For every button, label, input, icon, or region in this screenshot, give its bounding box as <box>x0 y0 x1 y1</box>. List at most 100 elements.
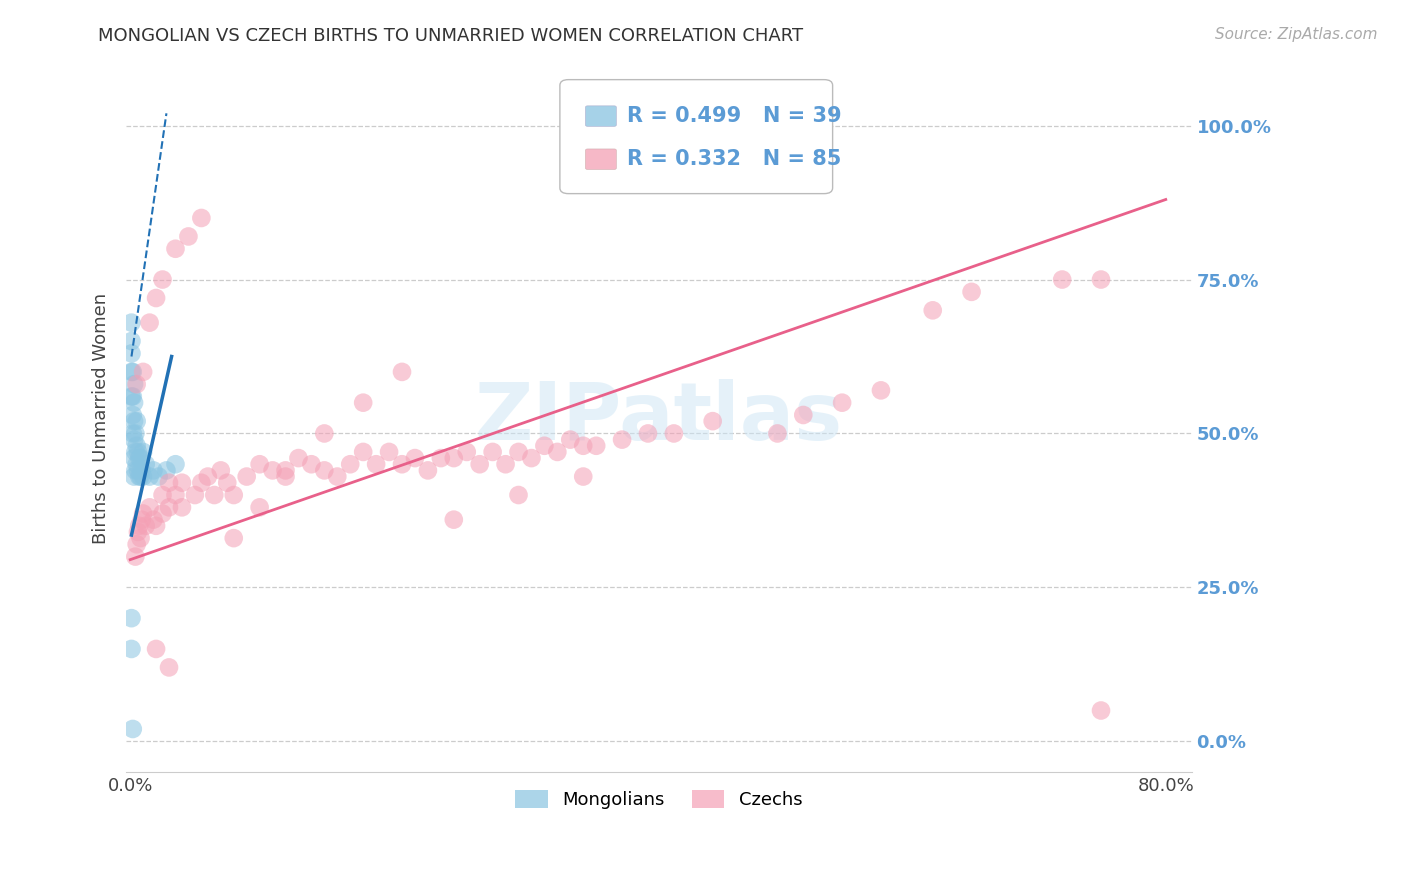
Point <box>1090 272 1112 286</box>
Point <box>177 229 200 244</box>
Text: ZIPatlas: ZIPatlas <box>475 379 844 457</box>
Point <box>127 463 149 477</box>
Point <box>127 524 149 539</box>
Point <box>190 475 212 490</box>
Point <box>122 377 145 392</box>
Point <box>222 531 245 545</box>
Point <box>170 475 193 490</box>
Point <box>132 445 155 459</box>
Point <box>326 469 349 483</box>
Point <box>217 475 239 490</box>
Point <box>155 463 177 477</box>
Point <box>197 469 219 483</box>
Point <box>138 500 160 515</box>
Point <box>124 426 146 441</box>
Point <box>495 457 517 471</box>
Point <box>352 395 374 409</box>
Point <box>157 500 180 515</box>
Point <box>249 457 271 471</box>
Point <box>314 463 336 477</box>
Point <box>481 445 503 459</box>
Point <box>157 475 180 490</box>
Text: R = 0.499   N = 39: R = 0.499 N = 39 <box>627 106 842 126</box>
Point <box>960 285 983 299</box>
Point <box>702 414 724 428</box>
Point <box>170 500 193 515</box>
Point <box>122 433 145 447</box>
Point <box>792 408 814 422</box>
Point <box>766 426 789 441</box>
Point <box>430 451 453 466</box>
Point <box>142 513 165 527</box>
Point <box>125 377 148 392</box>
Point <box>121 390 143 404</box>
Point <box>132 365 155 379</box>
Point <box>314 426 336 441</box>
Point <box>124 445 146 459</box>
Point <box>157 660 180 674</box>
Point <box>125 537 148 551</box>
Point <box>1050 272 1073 286</box>
Point <box>235 469 257 483</box>
Point <box>456 445 478 459</box>
Point <box>165 457 187 471</box>
Point <box>165 242 187 256</box>
Point <box>122 395 145 409</box>
Point <box>508 445 530 459</box>
Text: MONGOLIAN VS CZECH BIRTHS TO UNMARRIED WOMEN CORRELATION CHART: MONGOLIAN VS CZECH BIRTHS TO UNMARRIED W… <box>98 27 804 45</box>
Point <box>572 469 595 483</box>
Point <box>125 439 148 453</box>
Point <box>131 463 153 477</box>
Point <box>122 451 145 466</box>
Point <box>121 390 143 404</box>
Point <box>404 451 426 466</box>
Point <box>352 445 374 459</box>
Point <box>662 426 685 441</box>
Point <box>274 463 297 477</box>
Point <box>209 463 232 477</box>
FancyBboxPatch shape <box>560 79 832 194</box>
Point <box>339 457 361 471</box>
Point <box>190 211 212 225</box>
Point <box>148 469 170 483</box>
Point <box>274 469 297 483</box>
Point <box>546 445 568 459</box>
Point <box>121 408 143 422</box>
Point <box>145 291 167 305</box>
Point <box>391 457 413 471</box>
Point <box>128 451 150 466</box>
Point <box>128 518 150 533</box>
Point <box>132 507 155 521</box>
Point <box>287 451 309 466</box>
Point <box>131 513 153 527</box>
Legend: Mongolians, Czechs: Mongolians, Czechs <box>508 782 810 816</box>
Point <box>299 457 322 471</box>
Point <box>129 531 152 545</box>
Point <box>152 272 174 286</box>
Point <box>152 507 174 521</box>
Point <box>610 433 633 447</box>
Point <box>125 457 148 471</box>
Point <box>520 451 543 466</box>
Point <box>416 463 439 477</box>
Y-axis label: Births to Unmarried Women: Births to Unmarried Women <box>93 293 110 543</box>
Point <box>121 722 143 736</box>
Point <box>560 433 582 447</box>
Point <box>145 642 167 657</box>
Point <box>121 365 143 379</box>
Text: R = 0.332   N = 85: R = 0.332 N = 85 <box>627 149 841 169</box>
Point <box>1090 704 1112 718</box>
Point <box>124 549 146 564</box>
Point <box>145 518 167 533</box>
Point <box>202 488 225 502</box>
Point <box>533 439 555 453</box>
Point <box>129 469 152 483</box>
Point <box>165 488 187 502</box>
Point <box>366 457 388 471</box>
Point <box>870 384 893 398</box>
Point <box>585 439 607 453</box>
Text: Source: ZipAtlas.com: Source: ZipAtlas.com <box>1215 27 1378 42</box>
Point <box>132 469 155 483</box>
Point <box>443 451 465 466</box>
Point <box>222 488 245 502</box>
